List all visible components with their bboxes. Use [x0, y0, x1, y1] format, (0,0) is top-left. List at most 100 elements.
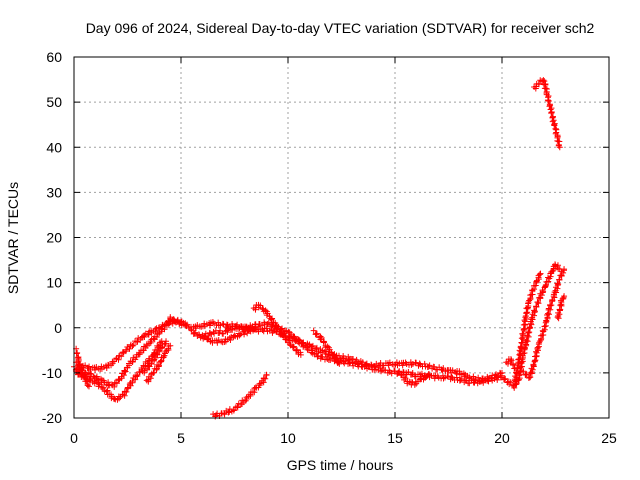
x-tick-label: 10 — [280, 430, 296, 446]
data-point — [315, 352, 322, 359]
data-point — [291, 333, 298, 340]
data-point — [522, 314, 529, 321]
x-axis-label: GPS time / hours — [287, 457, 394, 473]
data-point — [556, 276, 563, 283]
data-point — [262, 375, 269, 382]
data-point — [520, 368, 527, 375]
data-point — [257, 380, 264, 387]
data-point — [263, 325, 270, 332]
data-point — [289, 344, 296, 351]
data-point — [475, 374, 482, 381]
data-point — [236, 332, 243, 339]
data-point — [557, 302, 564, 309]
data-point — [385, 362, 392, 369]
data-point — [550, 117, 557, 124]
data-point — [531, 307, 538, 314]
data-point — [535, 300, 542, 307]
data-point — [426, 372, 433, 379]
data-point — [170, 316, 177, 323]
data-point — [272, 322, 279, 329]
data-point — [152, 328, 159, 335]
data-point — [123, 388, 130, 395]
data-point — [205, 335, 212, 342]
data-point — [234, 404, 241, 411]
data-point — [540, 77, 547, 84]
data-point — [561, 293, 568, 300]
data-point — [147, 339, 154, 346]
data-point — [533, 349, 540, 356]
data-point — [206, 329, 213, 336]
data-point — [294, 347, 301, 354]
data-point — [122, 368, 129, 375]
data-point — [511, 365, 518, 372]
data-point — [556, 144, 563, 151]
data-point — [303, 343, 310, 350]
data-point — [321, 338, 328, 345]
data-point — [150, 369, 157, 376]
x-tick-label: 5 — [177, 430, 185, 446]
data-point — [336, 360, 343, 367]
data-point — [263, 372, 270, 379]
data-point — [457, 377, 464, 384]
data-point — [115, 356, 122, 363]
x-tick-label: 25 — [601, 430, 617, 446]
data-point — [313, 330, 320, 337]
data-point — [162, 350, 169, 357]
data-point — [92, 366, 99, 373]
data-point — [440, 375, 447, 382]
data-point — [167, 314, 174, 321]
data-point — [155, 348, 162, 355]
data-point — [252, 324, 259, 331]
data-point — [545, 305, 552, 312]
data-point — [75, 371, 82, 378]
y-tick-label: -20 — [42, 410, 62, 426]
data-point — [548, 302, 555, 309]
data-point — [134, 373, 141, 380]
y-tick-label: 30 — [46, 184, 62, 200]
data-point — [534, 299, 541, 306]
data-point — [511, 384, 518, 391]
data-point — [184, 321, 191, 328]
data-point — [230, 407, 237, 414]
y-tick-label: 10 — [46, 275, 62, 291]
data-point — [411, 381, 418, 388]
data-point — [126, 345, 133, 352]
data-point — [502, 375, 509, 382]
data-point — [313, 331, 320, 338]
data-point — [144, 366, 151, 373]
data-point — [409, 370, 416, 377]
data-point — [324, 343, 331, 350]
series-track-4 — [73, 345, 92, 390]
y-tick-label: 0 — [54, 320, 62, 336]
data-point — [521, 325, 528, 332]
data-point — [523, 371, 530, 378]
data-point — [513, 369, 520, 376]
data-point — [399, 362, 406, 369]
data-point — [241, 331, 248, 338]
series-track-13 — [210, 371, 270, 420]
data-point — [499, 372, 505, 379]
y-tick-label: 40 — [46, 139, 62, 155]
data-point — [544, 310, 551, 317]
data-point — [535, 341, 542, 348]
data-point — [257, 302, 264, 309]
data-point — [540, 288, 547, 295]
data-point — [425, 363, 432, 370]
series-track-15 — [511, 270, 544, 385]
data-point — [227, 337, 234, 344]
data-point — [460, 370, 467, 377]
data-point — [153, 333, 160, 340]
data-point — [408, 361, 415, 368]
series-track-3 — [73, 316, 189, 373]
data-point — [259, 305, 266, 312]
data-point — [163, 338, 170, 345]
data-point — [192, 329, 199, 336]
data-point — [350, 356, 357, 363]
data-point — [260, 375, 267, 382]
data-point — [141, 334, 148, 341]
data-point — [448, 374, 455, 381]
data-layer — [71, 77, 568, 420]
series-track-6 — [143, 342, 174, 385]
data-point — [453, 374, 460, 381]
